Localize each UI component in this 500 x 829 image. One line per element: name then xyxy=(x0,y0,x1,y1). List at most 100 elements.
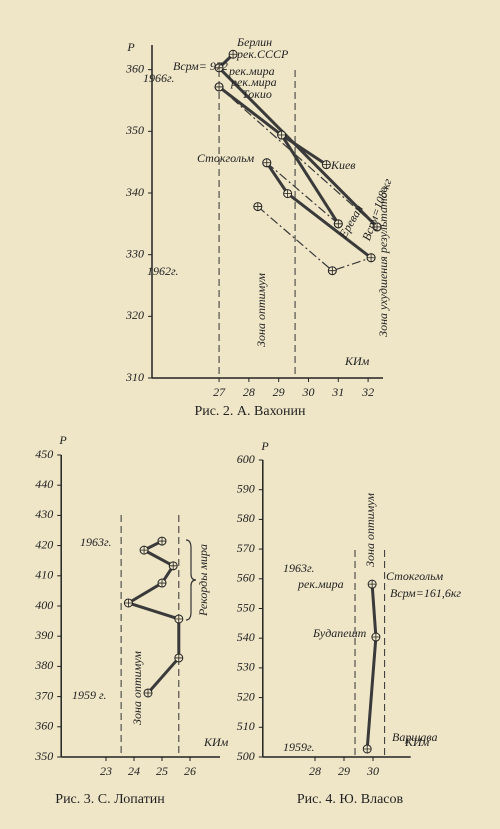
annotation: Зона ухудшения результатов xyxy=(376,187,390,337)
point-cross xyxy=(174,653,183,662)
x-tick-label: 28 xyxy=(243,385,255,399)
series-line xyxy=(126,539,181,694)
annotation: Берлин xyxy=(236,35,272,49)
x-tick-label: 32 xyxy=(361,385,374,399)
x-tick-label: 29 xyxy=(338,764,350,778)
x-tick-label: 28 xyxy=(309,764,321,778)
y-tick-label: 580 xyxy=(237,511,255,525)
x-axis-label: КИм xyxy=(344,354,370,368)
y-tick-label: 390 xyxy=(34,628,53,642)
annotation: Стокгольм xyxy=(197,151,255,165)
y-tick-label: 520 xyxy=(237,689,255,703)
x-tick-label: 26 xyxy=(184,764,196,778)
point-cross xyxy=(215,63,224,72)
annotation: Всрм=161,6кг xyxy=(390,586,461,600)
y-tick-label: 590 xyxy=(237,481,255,495)
annotation: рек.мира xyxy=(230,75,277,89)
series-line xyxy=(218,86,378,228)
point-cross xyxy=(322,160,331,169)
y-tick-label: 600 xyxy=(237,452,255,466)
x-axis-label: КИм xyxy=(203,735,229,749)
point-cross xyxy=(262,158,271,167)
point-cross xyxy=(169,561,178,570)
y-tick-label: 420 xyxy=(35,537,53,551)
point-cross xyxy=(373,222,382,231)
annotation: Зона оптимум xyxy=(254,273,268,347)
point-cross xyxy=(368,580,377,589)
annotation: Стокгольм xyxy=(386,569,444,583)
annotation: 1962г. xyxy=(147,264,179,278)
caption: Рис. 4. Ю. Власов xyxy=(297,792,404,807)
y-tick-label: 440 xyxy=(35,477,53,491)
y-tick-label: 430 xyxy=(35,507,53,521)
series-line xyxy=(266,162,339,225)
x-axis-label: КИм xyxy=(404,735,430,749)
y-axis-label: P xyxy=(58,433,67,447)
y-axis-label: P xyxy=(260,439,269,453)
x-tick-label: 30 xyxy=(366,764,379,778)
y-tick-label: 380 xyxy=(34,658,53,672)
x-tick-label: 31 xyxy=(331,385,344,399)
y-tick-label: 340 xyxy=(125,185,144,199)
point-cross xyxy=(363,744,372,753)
y-tick-label: 450 xyxy=(35,447,53,461)
point-cross xyxy=(140,546,149,555)
point-cross xyxy=(277,131,286,140)
x-tick-label: 24 xyxy=(128,764,140,778)
y-tick-label: 550 xyxy=(237,600,255,614)
point-cross xyxy=(158,537,166,546)
y-tick-label: 350 xyxy=(125,123,144,137)
annotation: 1959 г. xyxy=(72,688,107,702)
point-cross xyxy=(174,614,183,623)
y-tick-label: 400 xyxy=(35,598,53,612)
annotation: рек.мира xyxy=(228,64,275,78)
annotation: Будапешт xyxy=(312,626,367,640)
y-tick-label: 560 xyxy=(237,571,255,585)
caption: Рис. 3. С. Лопатин xyxy=(55,792,165,807)
point-cross xyxy=(328,266,337,275)
annotation: рек.СССР xyxy=(236,47,289,61)
point-cross xyxy=(367,253,376,262)
x-tick-label: 25 xyxy=(156,764,168,778)
point-cross xyxy=(283,189,292,198)
annotation: Зона оптимум xyxy=(363,493,377,567)
y-tick-label: 500 xyxy=(237,749,255,763)
y-tick-label: 320 xyxy=(125,308,144,322)
y-axis-label: P xyxy=(126,40,135,54)
caption: Рис. 2. А. Вахонин xyxy=(194,404,306,419)
point-cross xyxy=(253,202,262,211)
y-tick-label: 540 xyxy=(237,630,255,644)
annotation: Рекорды мира xyxy=(196,544,210,617)
annotation: рек.мира xyxy=(297,577,344,591)
annotation: Токио xyxy=(242,87,272,101)
y-tick-label: 360 xyxy=(125,61,144,75)
x-tick-label: 27 xyxy=(213,385,226,399)
y-tick-label: 570 xyxy=(237,541,255,555)
annotation: 1963г. xyxy=(80,535,112,549)
point-cross xyxy=(124,598,133,607)
annotation: Варшава xyxy=(392,730,438,744)
series-line xyxy=(280,134,340,225)
y-tick-label: 310 xyxy=(125,370,144,384)
annotation: 1963г. xyxy=(283,561,315,575)
x-tick-label: 30 xyxy=(301,385,314,399)
y-tick-label: 370 xyxy=(34,688,53,702)
x-tick-label: 29 xyxy=(273,385,285,399)
x-tick-label: 23 xyxy=(100,764,112,778)
y-tick-label: 360 xyxy=(34,719,53,733)
annotation: 1966г. xyxy=(143,71,175,85)
y-tick-label: 510 xyxy=(237,719,255,733)
point-cross xyxy=(371,633,380,642)
annotation: Зона оптимум xyxy=(130,651,144,725)
y-tick-label: 410 xyxy=(35,568,53,582)
annotation: Киев xyxy=(330,158,356,172)
series-line xyxy=(365,584,378,750)
point-cross xyxy=(334,219,343,228)
y-tick-label: 350 xyxy=(34,749,53,763)
brace xyxy=(185,539,197,621)
annotation: Всрм= 972 xyxy=(173,59,228,73)
annotation: 1959г. xyxy=(283,740,315,754)
y-tick-label: 330 xyxy=(125,246,144,260)
point-cross xyxy=(144,688,152,697)
